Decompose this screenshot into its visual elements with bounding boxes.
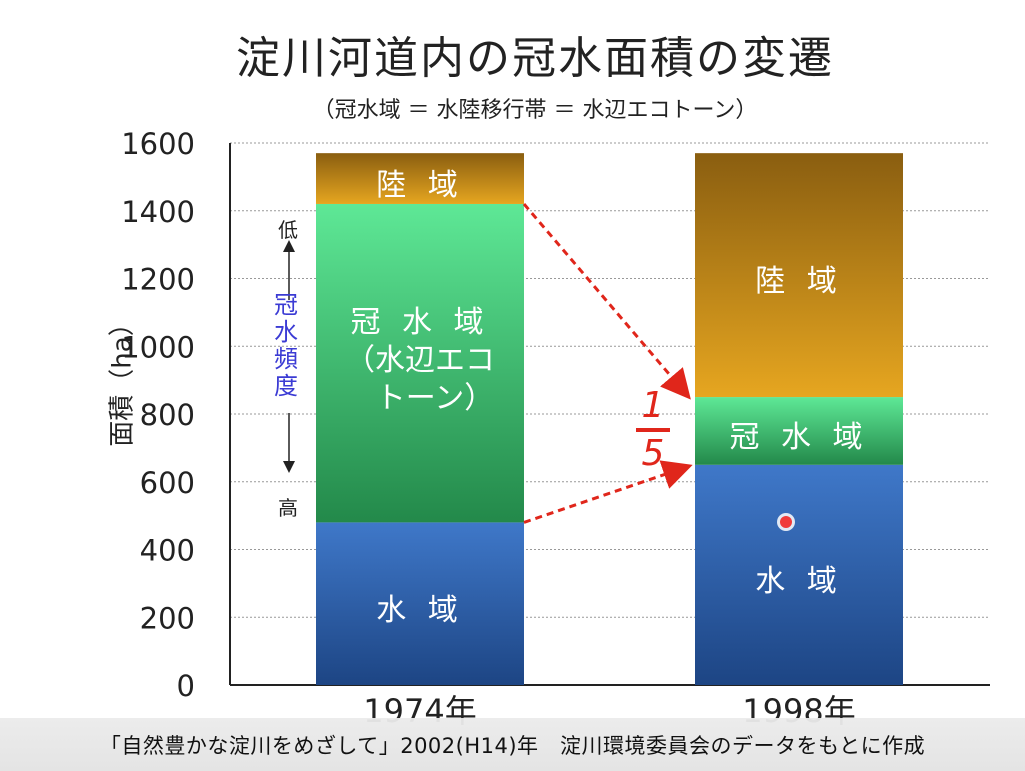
arrow-upper [522, 203, 691, 400]
y-tick-label: 1400 [121, 195, 195, 229]
segment-label: 冠 水 域（水辺エコ トーン） [316, 304, 524, 418]
bar-segment-flooded-1 [316, 203, 524, 523]
y-tick-label: 400 [140, 534, 195, 568]
segment-label: 陸 域 [376, 167, 464, 203]
segment-label: 冠 水 域 [729, 419, 869, 455]
bar-segment-flooded-2 [695, 397, 903, 465]
y-tick-label: 0 [177, 669, 195, 703]
y-tick-label: 800 [140, 398, 195, 432]
segment-label: 陸 域 [755, 264, 843, 300]
y-tick-label: 1600 [121, 127, 195, 161]
frequency-low-label: 低 [278, 218, 298, 242]
bar-segment-water-2 [695, 464, 903, 685]
bar-segment-water-1 [316, 522, 524, 685]
segment-label: 水 域 [755, 563, 843, 599]
fraction-numerator: 1 [641, 385, 665, 426]
pointer-dot [780, 516, 792, 528]
fraction-bar [636, 428, 670, 432]
reduction-fraction: 1 5 [636, 386, 670, 474]
segment-label: 水 域 [376, 592, 464, 628]
chart-subtitle: （冠水域 ＝ 水陸移行帯 ＝ 水辺エコトーン） [312, 98, 758, 123]
y-tick-label: 200 [140, 601, 195, 635]
fraction-denominator: 5 [641, 433, 665, 474]
source-caption: 「自然豊かな淀川をめざして」2002(H14)年 淀川環境委員会のデータをもとに… [99, 734, 926, 758]
y-tick-label: 600 [140, 466, 195, 500]
bar-segment-land-1 [316, 153, 524, 204]
frequency-label: 冠水頻度 [274, 291, 298, 400]
y-tick-label: 1000 [121, 330, 195, 364]
segment-label-line: トーン） [345, 381, 495, 417]
chart-title: 淀川河道内の冠水面積の変遷 [236, 33, 834, 84]
segment-label-line: （水辺エコ [345, 343, 495, 379]
y-tick-label: 1200 [121, 263, 195, 297]
arrow-lower [523, 460, 693, 524]
frequency-high-label: 高 [278, 496, 298, 520]
segment-label-line: 冠 水 域 [350, 305, 490, 341]
bar-segment-land-2 [695, 153, 903, 398]
footer-bar [0, 718, 1025, 771]
